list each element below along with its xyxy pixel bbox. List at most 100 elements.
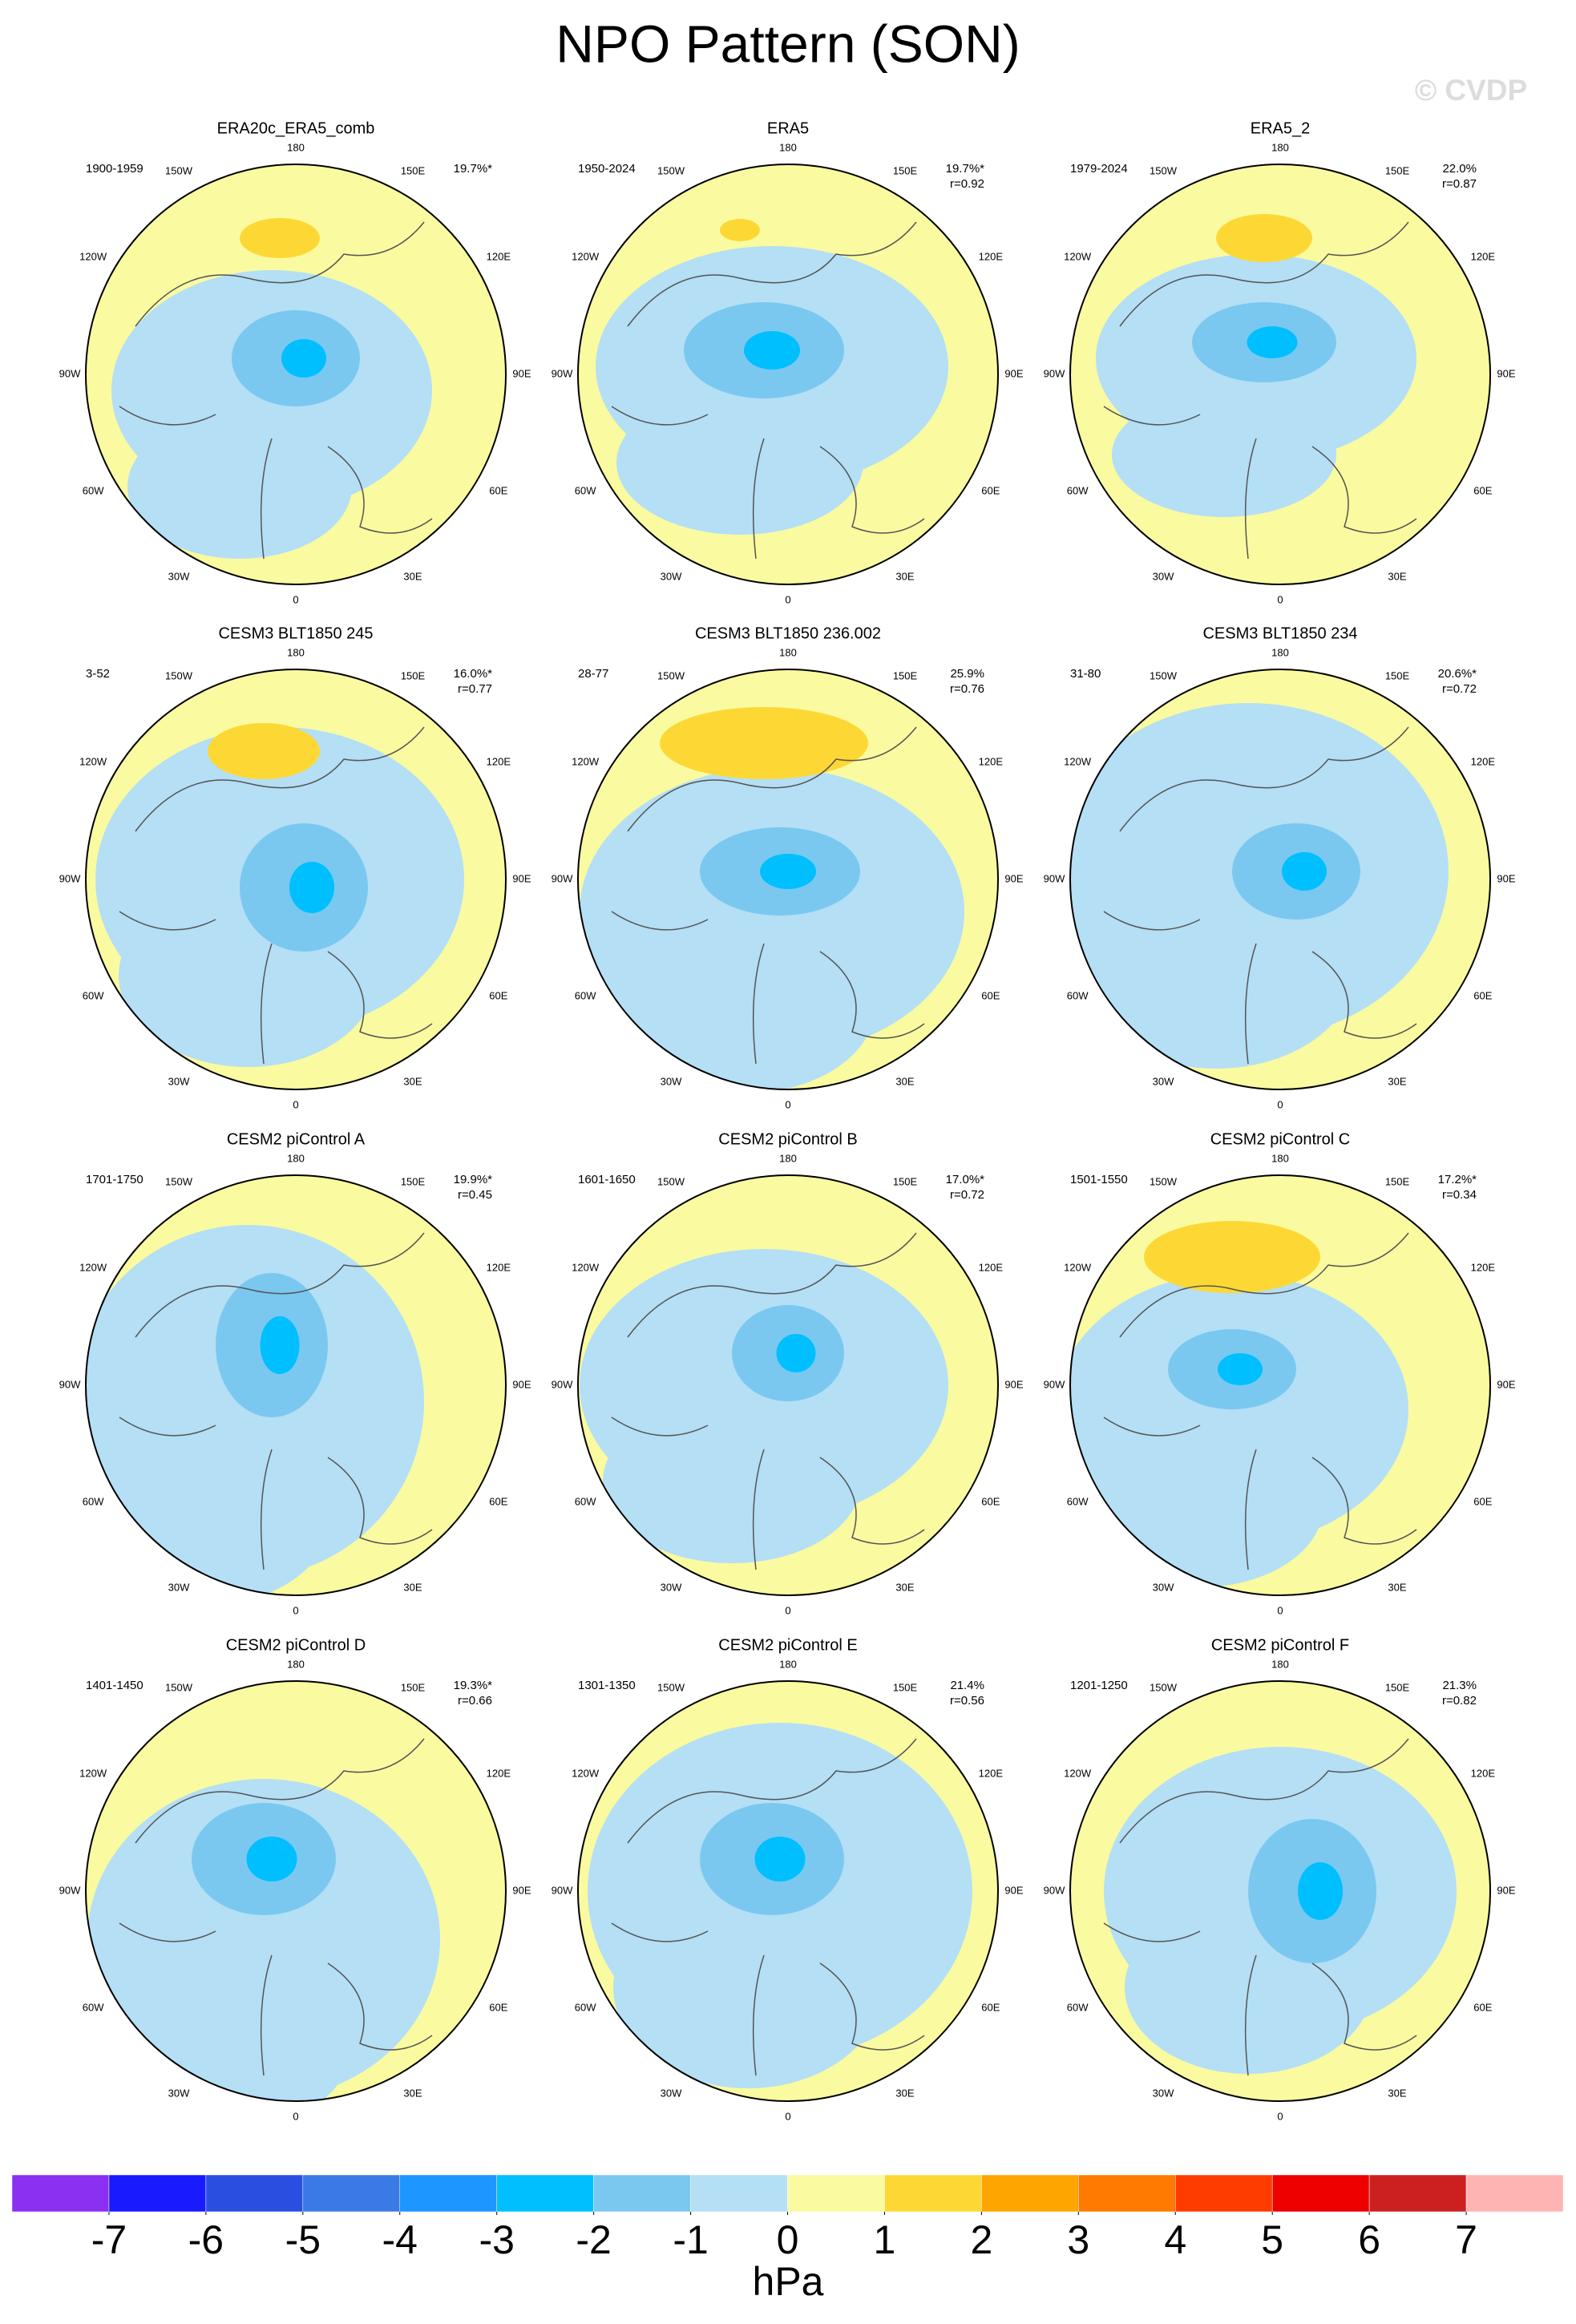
longitude-label: 60W xyxy=(1067,2001,1089,2013)
longitude-label: 120E xyxy=(1471,1261,1496,1273)
longitude-label: 120E xyxy=(1471,1767,1496,1779)
longitude-label: 30E xyxy=(403,2087,422,2099)
colorbar-box xyxy=(108,2174,207,2213)
panel-percent: 19.7%* xyxy=(454,162,493,176)
panel-correlation: r=0.45 xyxy=(458,1188,492,1202)
colorbar-box xyxy=(593,2174,691,2213)
figure-title: NPO Pattern (SON) xyxy=(556,14,1020,73)
longitude-label: 30E xyxy=(403,1075,422,1087)
colorbar-box xyxy=(787,2174,885,2213)
coastline xyxy=(1103,726,1417,1065)
coastline xyxy=(611,726,925,1065)
longitude-label: 150E xyxy=(401,1682,426,1694)
longitude-label: 60E xyxy=(981,2001,1000,2013)
longitude-label: 30W xyxy=(168,570,190,582)
map-border xyxy=(1069,1680,1491,2102)
panel-correlation: r=0.72 xyxy=(950,1188,984,1202)
panel-correlation: r=0.34 xyxy=(1442,1188,1477,1202)
panel-title: CESM3 BLT1850 245 xyxy=(218,624,373,642)
coastline xyxy=(119,1738,433,2076)
colorbar-label: -2 xyxy=(576,2217,611,2262)
longitude-label: 90E xyxy=(512,1378,531,1390)
longitude-label: 0 xyxy=(1277,1098,1283,1110)
field-negative-core xyxy=(289,862,334,913)
field-negative xyxy=(127,414,352,559)
field-negative xyxy=(613,1886,883,2088)
longitude-label: 30W xyxy=(1153,1075,1174,1087)
longitude-label: 90E xyxy=(512,1884,531,1896)
longitude-label: 30W xyxy=(661,2087,682,2099)
longitude-label: 180 xyxy=(287,646,305,658)
colorbar-label: 1 xyxy=(874,2217,896,2262)
panel-title: CESM2 piControl C xyxy=(1210,1130,1351,1148)
longitude-label: 150W xyxy=(1150,670,1178,682)
longitude-label: 150W xyxy=(1150,1176,1178,1188)
colorbar-box xyxy=(399,2174,497,2213)
map-border xyxy=(1069,669,1491,1090)
longitude-label: 120E xyxy=(487,1261,511,1273)
longitude-label: 150E xyxy=(1385,1682,1410,1694)
longitude-label: 30W xyxy=(168,2087,190,2099)
colorbar-label: 4 xyxy=(1164,2217,1186,2262)
longitude-label: 120E xyxy=(979,250,1004,262)
field-negative xyxy=(1077,1424,1323,1587)
coastline xyxy=(611,221,925,560)
longitude-label: 60W xyxy=(1067,989,1089,1001)
panel-title: ERA5_2 xyxy=(1251,119,1311,137)
field-negative xyxy=(1112,392,1336,517)
map-panel: CESM2 piControl E 1301-1350 21.4% r=0.56 180… xyxy=(552,1636,1024,2122)
map-border xyxy=(85,164,507,585)
coastline xyxy=(119,726,433,1065)
field-negative-core xyxy=(260,1316,300,1374)
panel-percent: 21.3% xyxy=(1442,1679,1477,1692)
longitude-label: 180 xyxy=(779,141,797,153)
longitude-label: 0 xyxy=(785,2110,790,2122)
longitude-label: 30W xyxy=(661,1075,682,1087)
longitude-label: 120W xyxy=(1064,1261,1092,1273)
longitude-label: 150W xyxy=(165,1176,193,1188)
colorbar-box xyxy=(981,2174,1079,2213)
longitude-label: 180 xyxy=(779,1658,797,1670)
longitude-label: 90E xyxy=(1497,872,1515,884)
longitude-label: 30E xyxy=(895,1075,914,1087)
longitude-label: 60E xyxy=(489,989,507,1001)
longitude-label: 90E xyxy=(1497,1378,1515,1390)
field-negative-core xyxy=(1218,1353,1263,1385)
colorbar-box xyxy=(1078,2174,1176,2213)
coastline xyxy=(1103,1232,1417,1570)
coastline xyxy=(119,221,433,560)
longitude-label: 150W xyxy=(657,165,685,177)
map-field xyxy=(1070,164,1490,584)
longitude-label: 0 xyxy=(785,1098,790,1110)
longitude-label: 120W xyxy=(1064,755,1092,767)
colorbar-box xyxy=(11,2174,110,2213)
coastline xyxy=(1103,221,1417,560)
longitude-label: 150E xyxy=(401,165,426,177)
panel-title: CESM3 BLT1850 234 xyxy=(1202,624,1357,642)
longitude-label: 60E xyxy=(489,2001,507,2013)
longitude-label: 30W xyxy=(1153,2087,1174,2099)
longitude-label: 30E xyxy=(895,2087,914,2099)
field-negative-core xyxy=(744,331,800,370)
longitude-label: 90E xyxy=(1497,1884,1515,1896)
panel-correlation: r=0.92 xyxy=(950,177,984,191)
map-field xyxy=(86,1175,506,1595)
map-panel: ERA5 1950-2024 19.7%*r=0.92 180 150E 120E 90E 6… xyxy=(552,119,1024,605)
longitude-label: 90W xyxy=(1044,1378,1065,1390)
panel-percent: 19.3%* xyxy=(454,1679,493,1692)
colorbar-label: 0 xyxy=(777,2217,799,2262)
colorbar-label: 5 xyxy=(1261,2217,1283,2262)
longitude-label: 120W xyxy=(79,755,107,767)
map-border xyxy=(577,1174,999,1596)
colorbar-box xyxy=(1465,2174,1564,2213)
map-panel: CESM2 piControl D 1401-1450 19.3%* r=0.66 18… xyxy=(59,1636,531,2122)
map-field xyxy=(1070,1175,1490,1595)
map-field xyxy=(1070,1681,1490,2101)
panel-title: CESM2 piControl D xyxy=(226,1636,366,1654)
longitude-label: 90E xyxy=(512,872,531,884)
panel-percent: 17.2%* xyxy=(1438,1173,1477,1186)
map-field xyxy=(86,164,506,584)
map-field xyxy=(86,669,506,1089)
map-field xyxy=(578,669,998,1089)
